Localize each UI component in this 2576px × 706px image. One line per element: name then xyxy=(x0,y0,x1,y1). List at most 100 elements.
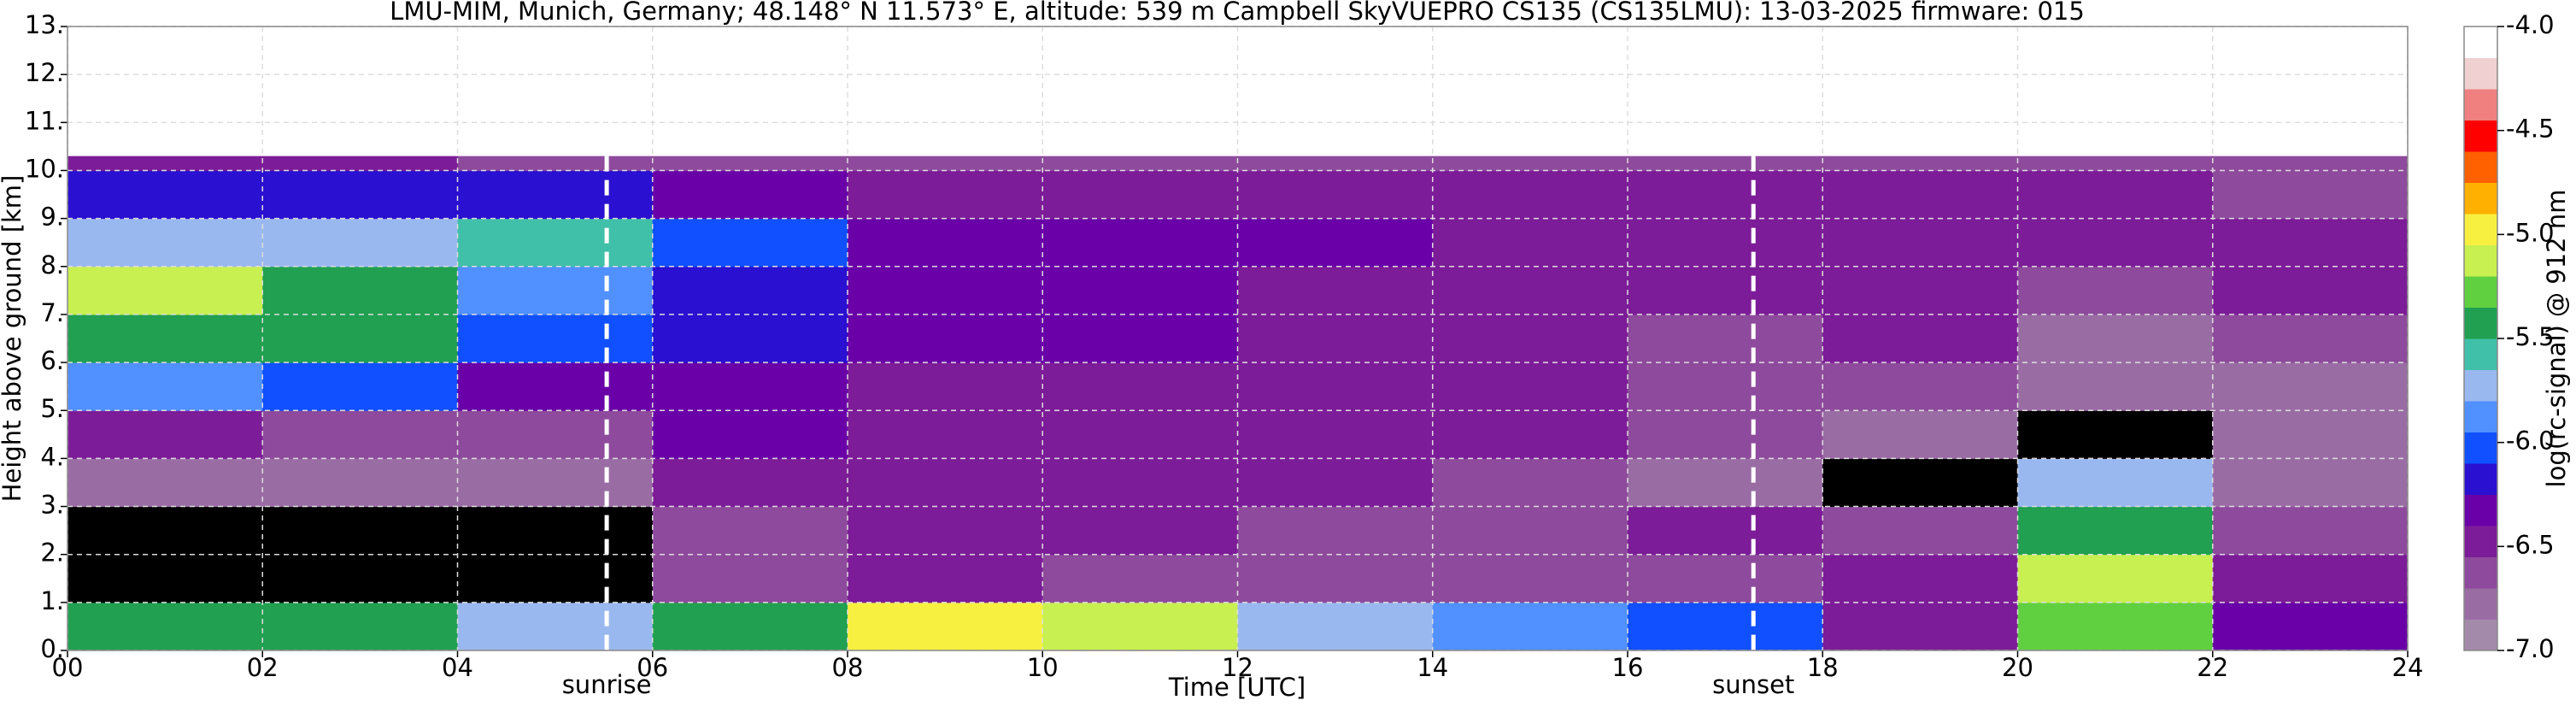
heatmap-cell xyxy=(1432,602,1628,651)
x-tick-label: 12 xyxy=(1222,653,1253,682)
plot-frame xyxy=(67,26,2409,651)
heatmap-cell xyxy=(1237,458,1434,508)
heatmap-cell xyxy=(2212,362,2409,411)
heatmap-cell xyxy=(2017,156,2214,171)
heatmap-cell xyxy=(1042,410,1238,459)
heatmap-cell xyxy=(67,314,263,363)
y-tick-label: 4. xyxy=(40,442,64,471)
heatmap-cell xyxy=(848,410,1043,459)
y-tick-label: 10. xyxy=(25,154,64,183)
colorbar-swatch xyxy=(2464,120,2497,152)
colorbar-swatch xyxy=(2464,26,2497,58)
heatmap-cell xyxy=(1822,602,2018,651)
heatmap-cell xyxy=(848,362,1043,411)
colorbar-swatch xyxy=(2464,307,2497,339)
heatmap-cell xyxy=(652,156,848,171)
y-tick-label: 12. xyxy=(25,58,64,87)
heatmap-cell xyxy=(1237,410,1434,459)
heatmap-cell xyxy=(262,156,458,171)
heatmap-cell xyxy=(2017,170,2214,220)
heatmap-cell xyxy=(1432,506,1628,556)
heatmap-cell xyxy=(1042,156,1238,171)
heatmap-cell xyxy=(1042,602,1238,651)
colorbar-label: log(rc-signal) @ 912 nm xyxy=(2542,190,2571,488)
x-tick-label: 08 xyxy=(832,653,864,682)
heatmap-cell xyxy=(1628,170,1823,220)
annotation-label: sunset xyxy=(1712,670,1794,699)
colorbar-tick-label: -6.5 xyxy=(2506,530,2555,559)
heatmap-cell xyxy=(1042,506,1238,556)
heatmap-cell xyxy=(1042,554,1238,603)
x-tick-label: 22 xyxy=(2197,653,2228,682)
heatmap-cell xyxy=(1237,506,1434,556)
heatmap-cell xyxy=(2017,458,2214,508)
heatmap-cell xyxy=(67,506,263,556)
heatmap-cell xyxy=(1628,554,1823,603)
heatmap-cell xyxy=(848,602,1043,651)
colorbar-tick-label: -5.0 xyxy=(2506,218,2555,247)
heatmap-cell xyxy=(1042,218,1238,268)
colorbar-swatch xyxy=(2464,463,2497,495)
heatmap-cell xyxy=(262,602,458,651)
heatmap-cell xyxy=(2212,410,2409,459)
heatmap-cell xyxy=(67,602,263,651)
heatmap xyxy=(67,156,2409,651)
colorbar-swatch xyxy=(2464,432,2497,464)
heatmap-cell xyxy=(652,266,848,315)
heatmap-cell xyxy=(67,554,263,603)
heatmap-cell xyxy=(262,218,458,268)
heatmap-cell xyxy=(1432,362,1628,411)
x-tick-label: 14 xyxy=(1417,653,1448,682)
heatmap-cell xyxy=(848,266,1043,315)
heatmap-cell xyxy=(2212,314,2409,363)
colorbar-swatch xyxy=(2464,401,2497,432)
y-tick-label: 8. xyxy=(40,250,64,279)
heatmap-cell xyxy=(2017,554,2214,603)
heatmap-cell xyxy=(262,554,458,603)
heatmap-cell xyxy=(2212,458,2409,508)
heatmap-cell xyxy=(1822,156,2018,171)
colorbar-tick-label: -6.0 xyxy=(2506,427,2555,456)
heatmap-cell xyxy=(457,170,654,220)
y-tick-label: 11. xyxy=(25,106,64,135)
x-tick-label: 20 xyxy=(2002,653,2033,682)
colorbar-swatch xyxy=(2464,276,2497,308)
annotation-label: sunrise xyxy=(562,670,652,699)
heatmap-cell xyxy=(652,458,848,508)
y-tick-label: 7. xyxy=(40,298,64,327)
y-tick-label: 5. xyxy=(40,394,64,423)
heatmap-cell xyxy=(1237,362,1434,411)
heatmap-cell xyxy=(457,458,654,508)
heatmap-cell xyxy=(652,602,848,651)
heatmap-cell xyxy=(1628,218,1823,268)
heatmap-cell xyxy=(2017,506,2214,556)
colorbar-swatch xyxy=(2464,526,2497,557)
colorbar-swatch xyxy=(2464,244,2497,277)
colorbar-swatch xyxy=(2464,588,2497,620)
heatmap-cell xyxy=(262,266,458,315)
heatmap-cell xyxy=(652,170,848,220)
heatmap-cell xyxy=(1432,170,1628,220)
heatmap-cell xyxy=(1628,602,1823,651)
y-tick-label: 2. xyxy=(40,538,64,568)
heatmap-cell xyxy=(262,362,458,411)
heatmap-cell xyxy=(1432,458,1628,508)
x-tick-label: 18 xyxy=(1807,653,1839,682)
heatmap-cell xyxy=(67,170,263,220)
colorbar-swatch xyxy=(2464,214,2497,245)
heatmap-cell xyxy=(848,554,1043,603)
heatmap-cell xyxy=(1822,218,2018,268)
heatmap-cell xyxy=(1822,410,2018,459)
colorbar-swatch xyxy=(2464,182,2497,215)
heatmap-cell xyxy=(1822,314,2018,363)
heatmap-cell xyxy=(1628,458,1823,508)
heatmap-cell xyxy=(1628,156,1823,171)
heatmap-cell xyxy=(1042,362,1238,411)
heatmap-cell xyxy=(848,458,1043,508)
chart-title: LMU-MIM, Munich, Germany; 48.148° N 11.5… xyxy=(390,0,2085,26)
y-tick-label: 1. xyxy=(40,586,64,615)
heatmap-cell xyxy=(2212,554,2409,603)
heatmap-cell xyxy=(2212,170,2409,220)
heatmap-cell xyxy=(1822,506,2018,556)
